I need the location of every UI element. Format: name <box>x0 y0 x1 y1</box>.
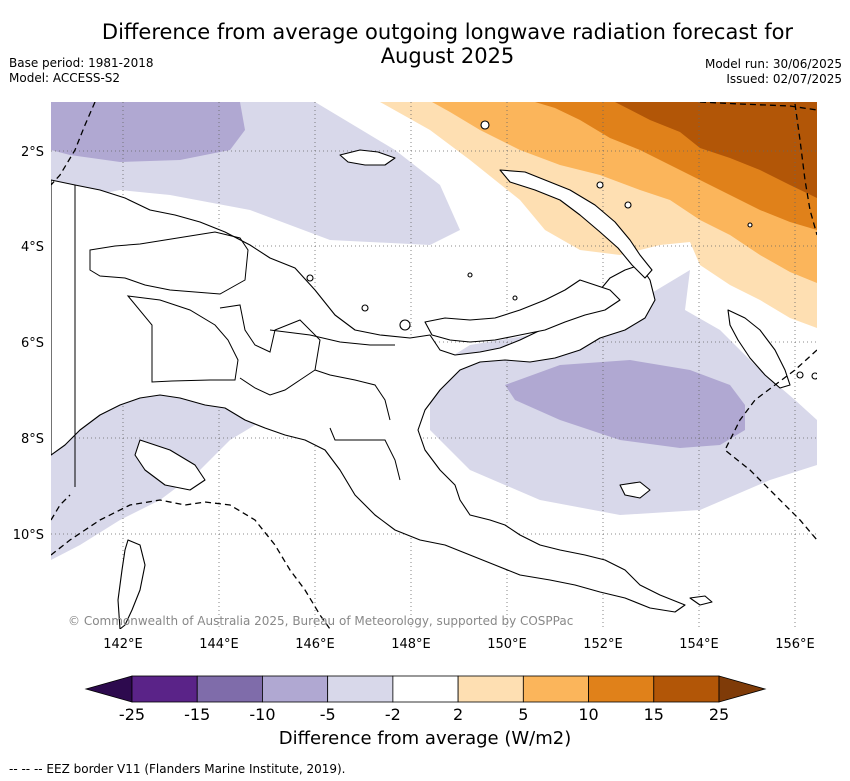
colorbar-tick-label: 10 <box>578 705 598 724</box>
new-britain <box>424 279 621 343</box>
issued-date: Issued: 02/07/2025 <box>726 72 842 86</box>
new-ireland <box>499 169 653 279</box>
colorbar-tick-label: -2 <box>385 705 401 724</box>
colorbar-tick-label: 2 <box>453 705 463 724</box>
model-run: Model run: 30/06/2025 <box>704 57 842 71</box>
colorbar-segment <box>131 675 198 703</box>
lat-label: 2°S <box>21 145 44 160</box>
colorbar-segment <box>196 675 263 703</box>
lon-label: 148°E <box>391 637 431 652</box>
manus-island <box>339 149 396 166</box>
colorbar-tick-label: 15 <box>644 705 664 724</box>
colorbar-segment <box>588 675 655 703</box>
longitude-labels: 142°E 144°E 146°E 148°E 150°E 152°E 154°… <box>103 637 815 652</box>
colorbar-extend-high <box>718 675 767 703</box>
latitude-labels: 2°S 4°S 6°S 8°S 10°S <box>13 145 44 543</box>
lon-label: 150°E <box>487 637 527 652</box>
lon-label: 144°E <box>199 637 239 652</box>
lon-label: 152°E <box>583 637 623 652</box>
colorbar-tick-label: -15 <box>184 705 210 724</box>
louisiade <box>689 595 713 606</box>
base-period: Base period: 1981-2018 <box>9 56 154 70</box>
meta-left: Base period: 1981-2018 Model: ACCESS-S2 <box>9 56 154 86</box>
lat-label: 4°S <box>21 240 44 255</box>
bougainville <box>727 309 791 389</box>
colorbar: -25 -15 -10 -5 -2 2 5 10 15 25 <box>84 675 767 724</box>
lon-label: 156°E <box>775 637 815 652</box>
anomaly-purple-east <box>505 360 745 448</box>
colorbar-tick-label: 5 <box>518 705 528 724</box>
colorbar-segment <box>327 675 394 703</box>
lat-label: 6°S <box>21 336 44 351</box>
copyright-notice: © Commonwealth of Australia 2025, Bureau… <box>68 614 573 628</box>
lat-label: 10°S <box>13 528 44 543</box>
new-guinea-island <box>51 179 686 613</box>
anomaly-purple-northwest <box>51 102 245 162</box>
lon-label: 146°E <box>295 637 335 652</box>
colorbar-tick-label: -10 <box>249 705 275 724</box>
colorbar-tick-label: -5 <box>320 705 336 724</box>
colorbar-segment <box>522 675 589 703</box>
colorbar-extend-low <box>84 675 133 703</box>
meta-right: Model run: 30/06/2025 Issued: 02/07/2025 <box>705 57 842 87</box>
coastlines <box>51 120 817 629</box>
colorbar-tick-label: 25 <box>709 705 729 724</box>
title-line-2: August 2025 <box>380 44 515 68</box>
lon-label: 142°E <box>103 637 143 652</box>
eez-borders <box>51 102 817 629</box>
colorbar-tick-label: -25 <box>119 705 145 724</box>
footer-note: -- -- -- EEZ border V11 (Flanders Marine… <box>9 762 346 776</box>
colorbar-segment <box>653 675 720 703</box>
eastern-islands <box>619 481 651 499</box>
colorbar-segment <box>262 675 329 703</box>
lon-label: 154°E <box>679 637 719 652</box>
cape-york <box>117 539 146 629</box>
colorbar-segment <box>392 675 459 703</box>
colorbar-label: Difference from average (W/m2) <box>278 728 572 749</box>
chart-title: Difference from average outgoing longwav… <box>0 20 850 68</box>
colorbar-segment <box>457 675 524 703</box>
map-panel: © Commonwealth of Australia 2025, Bureau… <box>51 102 817 629</box>
anomaly-brown <box>615 102 817 198</box>
model-name: Model: ACCESS-S2 <box>9 71 121 85</box>
province-borders <box>74 185 401 487</box>
title-line-1: Difference from average outgoing longwav… <box>101 20 794 44</box>
southwest-islands <box>134 439 206 491</box>
lat-label: 8°S <box>21 432 44 447</box>
